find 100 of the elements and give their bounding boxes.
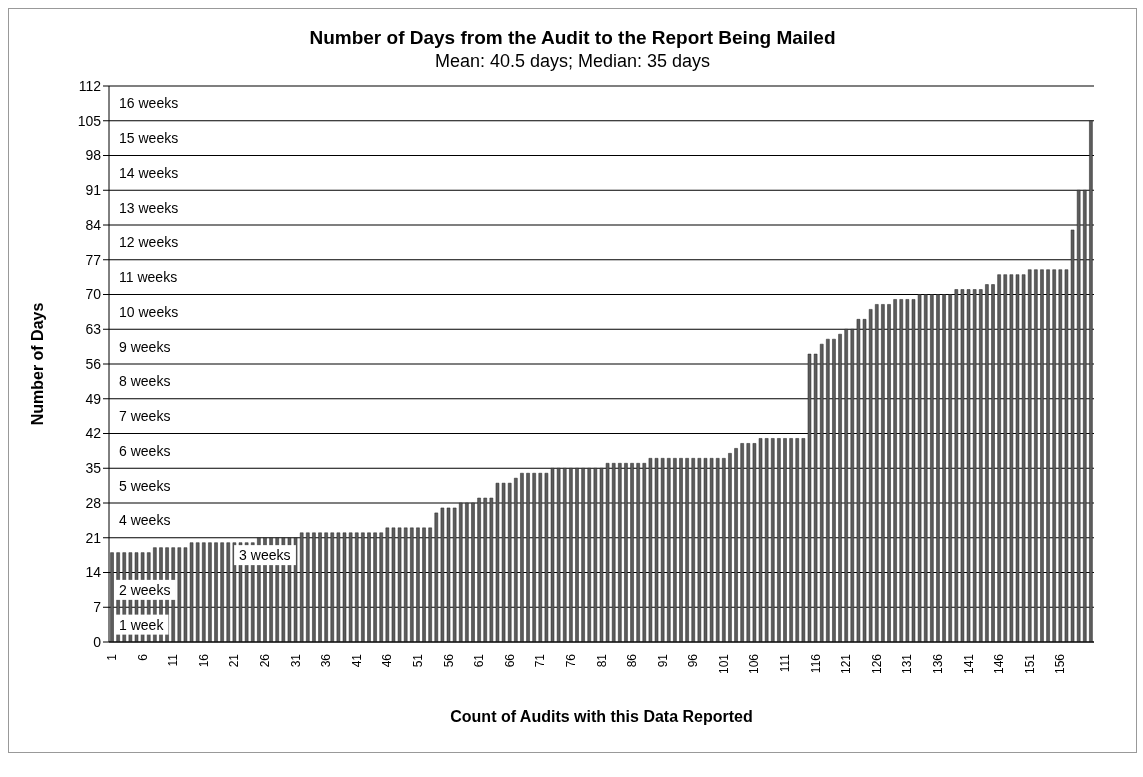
bar bbox=[312, 532, 316, 642]
bar bbox=[1003, 274, 1008, 642]
bar bbox=[948, 294, 952, 642]
annotation: 4 weeks bbox=[119, 512, 171, 529]
bar bbox=[385, 527, 390, 642]
bar bbox=[202, 542, 206, 642]
bar bbox=[746, 443, 751, 642]
bar bbox=[893, 299, 897, 642]
bar bbox=[220, 542, 224, 642]
y-tick-label: 70 bbox=[85, 286, 102, 303]
bar bbox=[330, 532, 335, 642]
x-tick-label: 136 bbox=[930, 653, 945, 675]
x-tick-label: 41 bbox=[349, 653, 364, 668]
bar bbox=[1027, 269, 1032, 642]
x-tick-label: 111 bbox=[778, 653, 793, 673]
bar bbox=[691, 458, 695, 642]
x-tick-label: 21 bbox=[227, 653, 242, 668]
annotation: 12 weeks bbox=[119, 234, 179, 251]
bar bbox=[679, 458, 683, 642]
y-tick-label: 0 bbox=[93, 633, 102, 650]
x-tick-label: 36 bbox=[319, 653, 334, 668]
y-tick-label: 28 bbox=[85, 494, 102, 511]
bar bbox=[1040, 269, 1044, 642]
x-tick-label: 141 bbox=[961, 653, 976, 675]
bar bbox=[624, 463, 628, 642]
x-tick-label: 81 bbox=[594, 653, 609, 668]
bar bbox=[685, 458, 689, 642]
bar bbox=[832, 338, 836, 642]
x-tick-label: 106 bbox=[747, 653, 762, 675]
bar bbox=[318, 532, 322, 642]
bar bbox=[1076, 190, 1081, 642]
bar bbox=[195, 542, 200, 642]
x-tick-label: 131 bbox=[900, 653, 915, 675]
bar bbox=[875, 304, 879, 642]
bar bbox=[177, 547, 182, 642]
annotation: 9 weeks bbox=[119, 338, 171, 355]
annotation: 10 weeks bbox=[119, 303, 179, 320]
bar bbox=[777, 438, 781, 642]
bar bbox=[887, 304, 891, 642]
x-tick-label: 146 bbox=[992, 653, 1007, 675]
annotation: 14 weeks bbox=[119, 164, 179, 181]
x-tick-label: 91 bbox=[655, 653, 670, 668]
bar bbox=[1046, 269, 1050, 642]
bar bbox=[930, 294, 934, 642]
bar bbox=[844, 329, 848, 642]
y-tick-label: 56 bbox=[85, 355, 102, 372]
x-tick-label: 6 bbox=[135, 653, 150, 661]
bar bbox=[1034, 269, 1038, 642]
y-axis-title: Number of Days bbox=[28, 302, 46, 426]
x-tick-label: 61 bbox=[472, 653, 487, 668]
bar bbox=[471, 502, 475, 642]
bar bbox=[526, 472, 530, 642]
chart-subtitle: Mean: 40.5 days; Median: 35 days bbox=[433, 51, 712, 72]
chart-title: Number of Days from the Audit to the Report Being Mailed bbox=[308, 27, 837, 49]
y-tick-label: 84 bbox=[85, 216, 102, 233]
y-tick-label: 98 bbox=[85, 147, 102, 164]
y-tick-label: 105 bbox=[77, 112, 102, 129]
bar bbox=[636, 463, 640, 642]
x-tick-label: 66 bbox=[502, 653, 517, 668]
bar bbox=[581, 468, 585, 642]
bar bbox=[1058, 269, 1063, 642]
bar bbox=[110, 552, 114, 642]
bar bbox=[208, 542, 212, 642]
y-tick-label: 63 bbox=[85, 321, 102, 338]
bar bbox=[764, 438, 769, 642]
x-tick-label: 16 bbox=[196, 653, 211, 668]
bar bbox=[373, 532, 377, 642]
bar bbox=[367, 532, 371, 642]
x-tick-label: 46 bbox=[380, 653, 395, 668]
bar bbox=[728, 453, 732, 642]
y-tick-label: 112 bbox=[78, 77, 102, 94]
y-tick-label: 14 bbox=[85, 564, 102, 581]
x-tick-label: 116 bbox=[808, 653, 823, 674]
bar bbox=[618, 463, 622, 642]
bar bbox=[416, 527, 420, 642]
bar bbox=[410, 527, 414, 642]
bar bbox=[899, 299, 903, 642]
y-tick-label: 77 bbox=[85, 251, 102, 268]
bar bbox=[838, 333, 842, 642]
bar bbox=[214, 542, 218, 642]
annotation: 13 weeks bbox=[119, 199, 179, 216]
x-tick-label: 1 bbox=[105, 653, 120, 661]
annotation: 5 weeks bbox=[119, 477, 171, 494]
x-tick-label: 101 bbox=[716, 653, 731, 675]
x-tick-label: 121 bbox=[839, 653, 854, 675]
bar bbox=[734, 448, 738, 642]
bar bbox=[355, 532, 359, 642]
bar bbox=[660, 458, 665, 642]
bar bbox=[740, 443, 744, 642]
annotation: 8 weeks bbox=[119, 373, 171, 390]
bar bbox=[403, 527, 408, 642]
bar bbox=[868, 309, 873, 642]
bar bbox=[569, 468, 573, 642]
bar bbox=[1052, 269, 1056, 642]
x-tick-label: 51 bbox=[410, 653, 425, 668]
x-tick-label: 76 bbox=[563, 653, 578, 668]
bar bbox=[507, 482, 512, 642]
bar bbox=[306, 532, 310, 642]
bar bbox=[587, 468, 591, 642]
bar bbox=[324, 532, 328, 642]
